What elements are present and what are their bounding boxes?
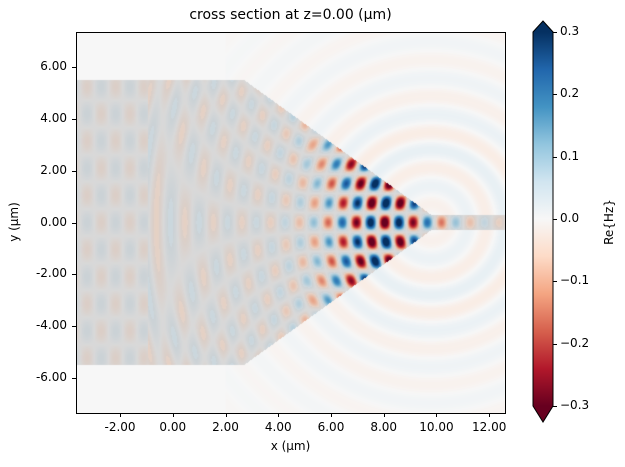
x-tick-mark [225, 413, 227, 417]
x-tick-mark [436, 413, 438, 417]
colorbar-gradient [533, 32, 553, 406]
x-tick-label: 4.00 [264, 420, 292, 434]
x-tick-label: 10.00 [419, 420, 454, 434]
colorbar-tick-mark [553, 94, 557, 96]
y-tick-label: 4.00 [40, 110, 67, 125]
colorbar-extend-top [533, 21, 553, 32]
colorbar-tick-label: −0.2 [560, 335, 590, 350]
x-tick-mark [489, 413, 491, 417]
x-tick-mark [120, 413, 122, 417]
x-tick-mark [172, 413, 174, 417]
y-axis-label: y (µm) [7, 202, 21, 242]
y-tick-mark [72, 222, 76, 224]
colorbar-tick-mark [553, 406, 557, 407]
x-tick-mark [383, 413, 385, 417]
colorbar-tick-label: 0.0 [560, 211, 580, 225]
colorbar-tick-label: 0.3 [560, 24, 580, 38]
colorbar-tick-label: −0.3 [560, 398, 590, 412]
y-tick-mark [72, 326, 76, 328]
colorbar-tick-label: 0.1 [560, 148, 580, 163]
colorbar-tick-label: −0.1 [560, 273, 590, 288]
y-tick-mark [72, 66, 76, 68]
x-tick-label: 8.00 [370, 420, 398, 434]
colorbar-tick-mark [553, 343, 557, 345]
y-tick-mark [72, 274, 76, 276]
chart-title: cross section at z=0.00 (µm) [189, 7, 392, 23]
colorbar-tick-mark [553, 32, 557, 33]
x-tick-mark [278, 413, 280, 417]
y-tick-label: 0.00 [40, 214, 67, 229]
y-tick-mark [72, 170, 76, 172]
x-tick-label: 6.00 [317, 420, 345, 434]
x-axis-label: x (µm) [270, 439, 311, 453]
y-tick-label: 2.00 [40, 162, 67, 177]
y-tick-label: -4.00 [35, 318, 67, 333]
colorbar-tick-mark [553, 156, 557, 158]
colorbar-label: Re{Hz} [602, 199, 616, 245]
colorbar-tick-mark [553, 281, 557, 283]
y-tick-mark [72, 118, 76, 120]
y-tick-mark [72, 378, 76, 379]
y-tick-label: -2.00 [35, 266, 67, 281]
colorbar [532, 20, 554, 423]
field-heatmap [76, 32, 505, 413]
x-tick-label: -2.00 [104, 420, 136, 434]
y-tick-label: 6.00 [40, 58, 67, 73]
y-tick-label: -6.00 [35, 370, 67, 384]
x-tick-mark [330, 413, 332, 417]
colorbar-tick-mark [553, 219, 557, 220]
x-tick-label: 12.00 [471, 420, 507, 434]
colorbar-tick-label: 0.2 [560, 86, 580, 101]
x-tick-label: 2.00 [212, 420, 239, 434]
colorbar-extend-bottom [533, 406, 553, 422]
x-tick-label: 0.00 [159, 420, 187, 434]
